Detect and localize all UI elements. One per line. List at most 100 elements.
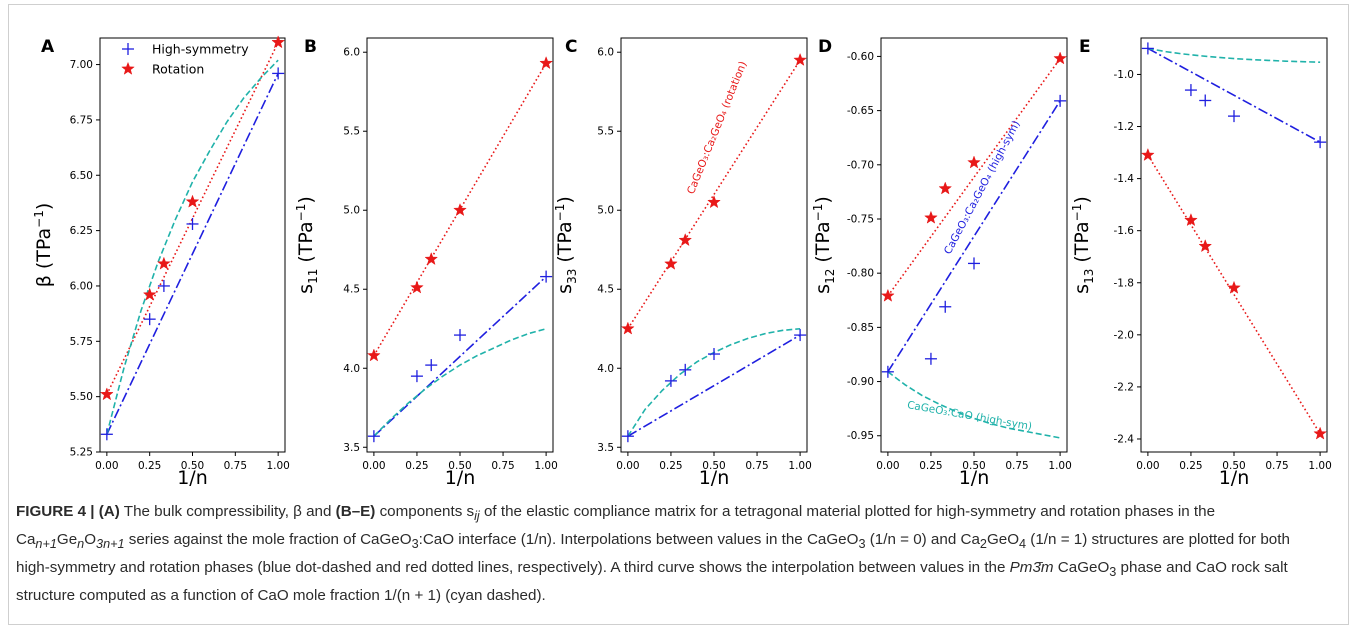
caption-pm3m: Pm3̄m xyxy=(1009,559,1054,577)
series-high_sym-dashdot-line xyxy=(373,276,547,437)
axes-frame xyxy=(880,37,1068,453)
x-axis-label: 1/n xyxy=(177,467,208,489)
high-symmetry-point xyxy=(1141,42,1154,55)
y-tick-label: 5.75 xyxy=(70,336,93,348)
x-tick-label: 0.25 xyxy=(919,460,942,472)
caption-part-be: (B–E) xyxy=(335,503,376,520)
figure-caption: FIGURE 4 | (A) The bulk compressibility,… xyxy=(16,500,1326,607)
x-tick-label: 0.00 xyxy=(616,460,639,472)
y-tick-label: -0.90 xyxy=(847,376,874,388)
y-tick-label: -1.8 xyxy=(1114,277,1135,289)
rotation-point xyxy=(185,194,200,208)
series-high_sym-dashdot-line xyxy=(106,73,279,435)
caption-text-5: O xyxy=(84,531,97,549)
y-tick-label: 6.0 xyxy=(343,47,360,59)
caption-label: FIGURE 4 | xyxy=(16,503,95,520)
panel-e: 0.00 0.25 0.50 0.75 1.00 -1.0 -1.2 -1.4 -1.6 -1.8… xyxy=(1070,37,1332,489)
caption-text-3: of the elastic compliance matrix for a t… xyxy=(16,503,1216,549)
caption-sub-3a: 3 xyxy=(411,537,419,552)
x-tick-label: 0.25 xyxy=(659,460,682,472)
x-tick-label: 0.50 xyxy=(702,460,725,472)
x-axis-label: 1/n xyxy=(699,467,730,489)
rotation-point xyxy=(99,387,114,401)
high-symmetry-point xyxy=(454,329,466,342)
y-axis-label: s11 (TPa−1) xyxy=(294,196,320,294)
x-tick-label: 1.00 xyxy=(1048,460,1071,472)
caption-text-7: :CaO interface (1/n). Interpolations bet… xyxy=(418,531,859,549)
y-tick-label: 4.0 xyxy=(597,363,614,375)
caption-sub-n: n xyxy=(77,537,85,552)
y-tick-label: -1.0 xyxy=(1114,69,1135,81)
caption-sub-3b: 3 xyxy=(858,537,866,552)
high-symmetry-point xyxy=(540,270,553,283)
y-tick-label: -1.4 xyxy=(1114,173,1135,185)
y-axis-label: s12 (TPa−1) xyxy=(811,196,837,294)
high-symmetry-point xyxy=(1228,110,1240,123)
y-tick-label: 4.5 xyxy=(597,284,614,296)
y-tick-label: 4.5 xyxy=(343,284,360,296)
rotation-point xyxy=(924,210,938,224)
caption-sub-ij: ij xyxy=(474,509,480,524)
y-axis-label: β (TPa−1) xyxy=(32,203,55,288)
high-symmetry-point xyxy=(425,359,438,372)
y-tick-label: 5.0 xyxy=(597,205,614,217)
y-tick-label: 3.5 xyxy=(597,442,614,454)
y-tick-label: 5.5 xyxy=(343,126,360,138)
high-symmetry-point xyxy=(1314,136,1327,149)
y-tick-label: 5.0 xyxy=(343,205,360,217)
legend: High-symmetry Rotation xyxy=(121,42,249,77)
y-axis-label: s33 (TPa−1) xyxy=(553,196,579,294)
y-tick-label: 3.5 xyxy=(343,442,360,454)
series-rotation-dotted-line xyxy=(1147,154,1321,435)
rotation-point xyxy=(453,203,467,217)
rotation-point xyxy=(881,288,895,302)
y-tick-label: 7.00 xyxy=(70,59,93,71)
high-symmetry-point xyxy=(708,348,720,361)
rotation-point xyxy=(938,181,953,195)
annotation-high-sym: CaGeO₃:Ca₂GeO₄ (high-sym) xyxy=(942,119,1023,257)
rotation-point xyxy=(157,256,171,270)
y-axis-label: s13 (TPa−1) xyxy=(1070,196,1096,294)
high-symmetry-point xyxy=(157,279,170,292)
x-axis-label: 1/n xyxy=(445,467,476,489)
rotation-point xyxy=(621,321,635,335)
rotation-point xyxy=(424,251,439,266)
annotation-cao-high-sym: CaGeO₃:CaO (high-sym) xyxy=(906,399,1033,433)
y-tick-label: 5.50 xyxy=(70,391,93,403)
x-tick-label: 0.75 xyxy=(1005,460,1028,472)
panel-d: 0.00 0.25 0.50 0.75 1.00 -0.60 -0.65 -0.70 -0.75… xyxy=(811,37,1072,489)
rotation-point xyxy=(539,56,553,70)
high-symmetry-point xyxy=(794,329,807,342)
rotation-point xyxy=(271,35,286,49)
caption-part-a: (A) xyxy=(98,503,120,520)
rotation-point xyxy=(678,233,693,247)
x-tick-label: 0.50 xyxy=(448,460,471,472)
high-symmetry-point xyxy=(881,365,894,378)
legend-entry-rotation: Rotation xyxy=(152,62,204,77)
high-symmetry-point xyxy=(1184,84,1197,97)
high-symmetry-point xyxy=(272,67,285,80)
y-tick-label: -0.85 xyxy=(847,322,874,334)
y-tick-label: 6.0 xyxy=(597,47,614,59)
high-symmetry-point xyxy=(100,428,113,441)
caption-text-11: CaGeO xyxy=(1053,559,1110,577)
y-tick-label: 5.5 xyxy=(597,126,614,138)
y-tick-label: -0.65 xyxy=(847,105,874,117)
rotation-point xyxy=(1227,280,1241,294)
panel-b: 0.00 0.25 0.50 0.75 1.00 3.5 4.0 4.5 5.0 5.5 6.0 1/… xyxy=(294,37,558,489)
x-tick-label: 0.50 xyxy=(181,460,204,472)
series-high_sym-dashdot-line xyxy=(627,334,801,437)
high-symmetry-point xyxy=(939,300,952,313)
x-tick-label: 0.25 xyxy=(138,460,161,472)
caption-text-12: phase and CaO rock salt structure comput… xyxy=(16,559,1288,605)
y-tick-label: -1.2 xyxy=(1114,121,1135,133)
x-tick-label: 1.00 xyxy=(788,460,811,472)
axes-frame xyxy=(620,37,808,453)
high-symmetry-point xyxy=(1199,94,1212,107)
x-tick-label: 0.75 xyxy=(224,460,247,472)
legend-star-marker xyxy=(121,61,135,75)
x-tick-label: 0.50 xyxy=(1222,460,1245,472)
rotation-point xyxy=(142,287,157,301)
y-tick-label: -0.70 xyxy=(847,159,874,171)
caption-sub-3n1: 3n+1 xyxy=(96,537,125,552)
